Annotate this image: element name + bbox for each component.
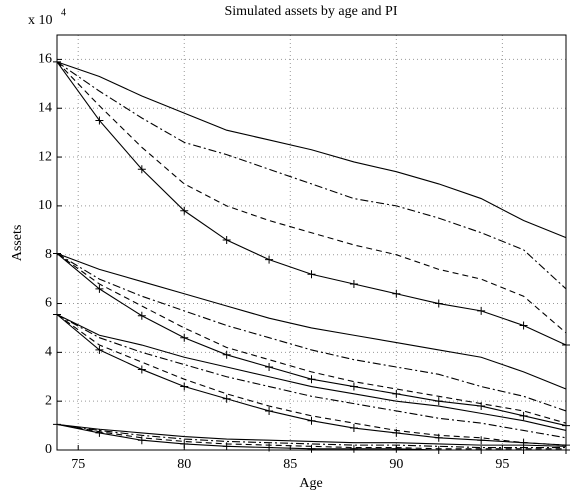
plus-marker	[95, 284, 104, 293]
plus-marker	[180, 333, 189, 342]
plus-marker	[180, 382, 189, 391]
plus-marker	[265, 363, 274, 371]
series-line	[56, 423, 567, 447]
plus-marker	[519, 411, 528, 420]
x-tick-label: 90	[389, 457, 403, 472]
plus-marker	[434, 433, 443, 442]
y-tick-label: 12	[38, 149, 52, 164]
plus-marker	[349, 280, 358, 288]
plus-marker	[349, 382, 358, 391]
x-tick-label: 95	[495, 457, 509, 472]
plus-marker	[95, 116, 104, 125]
y-tick-label: 16	[38, 52, 52, 67]
plus-marker	[180, 439, 189, 448]
plus-marker	[392, 444, 401, 453]
plus-marker	[434, 397, 443, 406]
series-line	[56, 314, 567, 439]
series-line	[56, 252, 567, 390]
plus-marker	[137, 311, 146, 320]
plus-marker	[392, 428, 401, 437]
y-tick-label: 10	[38, 198, 52, 213]
plus-marker	[307, 375, 316, 384]
x-axis-label: Age	[299, 476, 322, 491]
plus-marker	[137, 365, 146, 374]
plus-marker	[137, 165, 146, 174]
y-tick-label: 6	[45, 296, 52, 311]
y-tick-label: 2	[45, 393, 52, 408]
plus-marker	[307, 270, 316, 279]
plus-marker	[392, 289, 401, 298]
series-line	[56, 61, 567, 334]
y-multiplier-exponent: 4	[61, 7, 66, 18]
plus-marker	[434, 299, 443, 308]
y-multiplier: x 10	[28, 13, 53, 28]
plus-marker	[95, 428, 104, 437]
plus-marker	[137, 436, 146, 445]
series-line	[56, 61, 567, 290]
plus-marker	[349, 424, 358, 433]
plus-marker	[477, 436, 486, 445]
x-tick-label: 80	[177, 457, 191, 472]
series-line	[56, 314, 567, 432]
plus-marker	[95, 345, 104, 354]
plus-marker	[392, 389, 401, 398]
plus-marker	[477, 402, 486, 411]
plus-marker	[222, 394, 231, 403]
plus-marker	[222, 350, 231, 359]
plus-marker	[265, 406, 274, 415]
plus-marker	[349, 444, 358, 453]
plus-marker	[180, 206, 189, 215]
chart-title: Simulated assets by age and PI	[224, 4, 397, 19]
series-line	[56, 61, 567, 239]
y-tick-label: 0	[45, 442, 52, 457]
plus-marker	[307, 416, 316, 425]
plus-marker	[222, 236, 231, 245]
x-tick-label: 85	[283, 457, 297, 472]
series-line	[56, 253, 567, 412]
plus-marker	[477, 306, 486, 315]
y-axis-label: Assets	[10, 225, 25, 262]
plot-frame	[56, 34, 567, 451]
plus-marker	[265, 255, 274, 264]
plus-marker	[519, 321, 528, 330]
plus-marker	[307, 444, 316, 453]
x-tick-label: 75	[71, 457, 85, 472]
y-tick-label: 8	[45, 247, 52, 262]
y-tick-label: 14	[38, 100, 52, 115]
plus-marker	[222, 442, 231, 451]
y-tick-label: 4	[45, 345, 52, 360]
series-line	[56, 423, 566, 449]
